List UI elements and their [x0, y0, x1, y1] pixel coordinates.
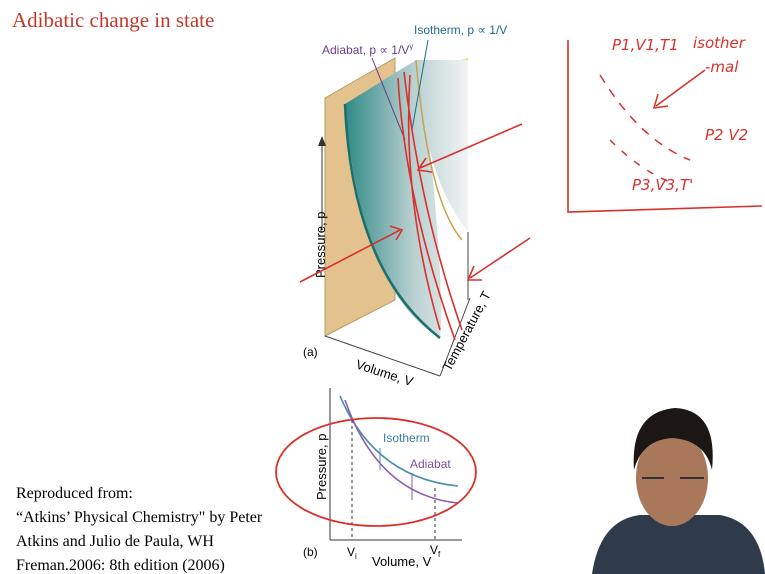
slide-title: Adibatic change in state	[12, 8, 214, 32]
axis-label: Volume, V	[372, 554, 432, 569]
adiabat-label: Adiabat, p ∝ 1/Vγ	[322, 42, 413, 57]
handwritten-text: P3,V3,T'	[632, 176, 693, 194]
citation-line: Freman.2006: 8th edition (2006)	[16, 557, 225, 574]
axis-label: Pressure, p	[314, 434, 329, 500]
slide: Adibatic change in state Pressure, p Vol…	[0, 0, 765, 574]
isotherm-label: Isotherm	[383, 431, 430, 445]
citation-line: Reproduced from:	[16, 485, 133, 502]
figure-label: (a)	[303, 345, 318, 359]
handwritten-text: -mal	[705, 58, 739, 76]
adiabat-label: Adiabat	[410, 457, 451, 471]
citation-line: “Atkins’ Physical Chemistry" by Peter	[16, 509, 263, 526]
handwritten-text: P1,V1,T1	[612, 36, 679, 54]
handwritten-text: P2 V2	[705, 126, 748, 144]
isotherm-label: Isotherm, p ∝ 1/V	[414, 23, 507, 37]
handwritten-text: isother	[693, 34, 746, 52]
figure-label: (b)	[303, 545, 318, 559]
citation-line: Atkins and Julio de Paula, WH	[16, 533, 214, 550]
